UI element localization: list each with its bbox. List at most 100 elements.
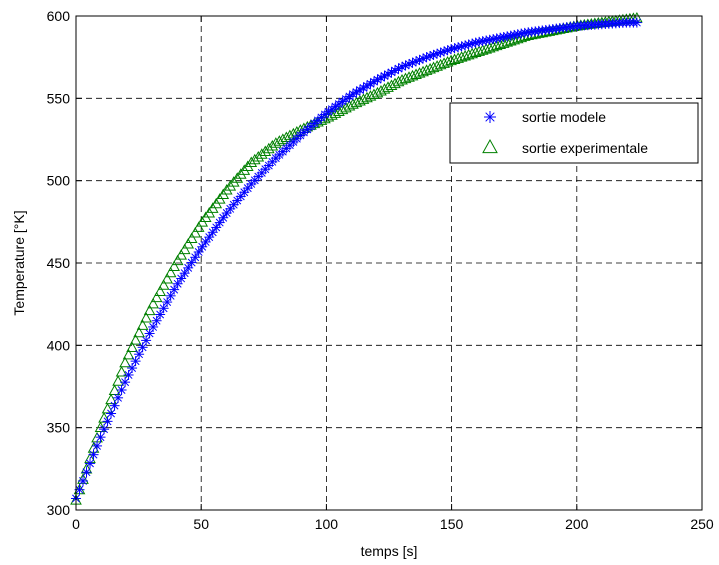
data-point bbox=[248, 153, 261, 165]
x-tick-label: 250 bbox=[690, 516, 714, 532]
data-point bbox=[483, 41, 496, 53]
data-point bbox=[136, 319, 149, 330]
data-point bbox=[171, 254, 184, 266]
data-point bbox=[459, 49, 471, 61]
data-point bbox=[252, 150, 265, 162]
y-tick-label: 350 bbox=[47, 420, 71, 436]
x-tick-label: 100 bbox=[315, 516, 339, 532]
legend-marker-sortie-modele bbox=[484, 111, 496, 123]
data-point bbox=[487, 40, 500, 52]
data-point bbox=[189, 226, 202, 238]
data-point bbox=[185, 232, 198, 243]
data-point bbox=[127, 363, 138, 374]
data-point bbox=[157, 279, 170, 290]
data-point bbox=[115, 365, 128, 377]
y-axis-label: Temperature [°K] bbox=[11, 210, 27, 315]
data-point bbox=[143, 304, 156, 316]
data-point bbox=[462, 48, 475, 60]
data-point bbox=[99, 424, 110, 435]
data-point bbox=[133, 326, 145, 338]
legend-asterisk-icon bbox=[484, 111, 496, 123]
data-point bbox=[123, 369, 134, 380]
data-point bbox=[448, 53, 461, 64]
data-point bbox=[102, 416, 113, 427]
data-point bbox=[113, 392, 124, 403]
data-point bbox=[150, 291, 163, 303]
x-axis-label: temps [s] bbox=[361, 543, 418, 559]
data-point bbox=[497, 37, 510, 48]
x-tick-label: 0 bbox=[72, 516, 80, 532]
data-point bbox=[175, 249, 188, 260]
data-point bbox=[204, 232, 215, 243]
legend-marker-sortie-experimentale bbox=[482, 138, 498, 154]
data-point bbox=[262, 142, 275, 154]
data-point bbox=[190, 252, 201, 263]
data-point bbox=[255, 148, 268, 159]
data-point bbox=[476, 44, 489, 55]
data-point bbox=[466, 47, 478, 59]
data-point bbox=[88, 449, 99, 460]
data-point bbox=[452, 52, 464, 63]
data-point bbox=[241, 160, 254, 171]
data-point bbox=[186, 257, 197, 268]
data-point bbox=[227, 176, 240, 187]
x-tick-label: 200 bbox=[565, 516, 589, 532]
data-point bbox=[193, 246, 204, 257]
data-point bbox=[147, 297, 159, 309]
y-tick-label: 600 bbox=[47, 8, 71, 24]
data-point bbox=[154, 285, 166, 296]
x-tick-label: 150 bbox=[440, 516, 464, 532]
data-point bbox=[515, 31, 528, 43]
data-point bbox=[508, 33, 521, 45]
data-point bbox=[169, 284, 180, 295]
data-point bbox=[245, 156, 258, 168]
data-point bbox=[192, 221, 205, 232]
data-point bbox=[168, 260, 181, 272]
data-point bbox=[120, 377, 131, 388]
data-point bbox=[445, 54, 457, 66]
data-point bbox=[92, 440, 103, 451]
data-point bbox=[105, 393, 117, 405]
data-point bbox=[368, 76, 379, 87]
data-point bbox=[162, 297, 173, 308]
data-point bbox=[480, 43, 493, 54]
series-layer bbox=[70, 11, 643, 505]
data-point bbox=[109, 400, 120, 411]
y-tick-label: 550 bbox=[47, 90, 71, 106]
data-point bbox=[106, 408, 117, 419]
data-point bbox=[504, 34, 517, 46]
legend: sortie modele sortie experimentale bbox=[449, 102, 699, 164]
data-point bbox=[225, 203, 236, 214]
data-point bbox=[224, 180, 237, 191]
data-point bbox=[81, 467, 92, 478]
data-point bbox=[460, 40, 471, 51]
y-tick-label: 500 bbox=[47, 173, 71, 189]
data-point bbox=[161, 272, 173, 284]
data-point bbox=[140, 311, 152, 323]
data-point bbox=[119, 356, 131, 368]
y-tick-label: 300 bbox=[47, 502, 71, 518]
data-point bbox=[126, 341, 138, 353]
x-tick-label: 50 bbox=[193, 516, 209, 532]
data-point bbox=[511, 32, 524, 44]
data-point bbox=[469, 46, 482, 58]
data-point bbox=[182, 238, 195, 249]
legend-label-sortie-experimentale: sortie experimentale bbox=[522, 140, 648, 156]
data-point bbox=[112, 375, 124, 386]
data-point bbox=[490, 39, 503, 51]
data-point bbox=[178, 243, 191, 255]
data-point bbox=[455, 51, 468, 62]
data-point bbox=[220, 183, 233, 195]
data-point bbox=[129, 334, 142, 345]
data-point bbox=[164, 266, 177, 278]
data-point bbox=[344, 91, 355, 102]
grid bbox=[76, 16, 702, 510]
data-point bbox=[98, 412, 110, 423]
data-point bbox=[631, 17, 642, 28]
data-point bbox=[494, 38, 507, 49]
data-point bbox=[425, 51, 436, 62]
data-point bbox=[179, 268, 190, 279]
data-point bbox=[95, 432, 106, 443]
y-tick-label: 400 bbox=[47, 337, 71, 353]
